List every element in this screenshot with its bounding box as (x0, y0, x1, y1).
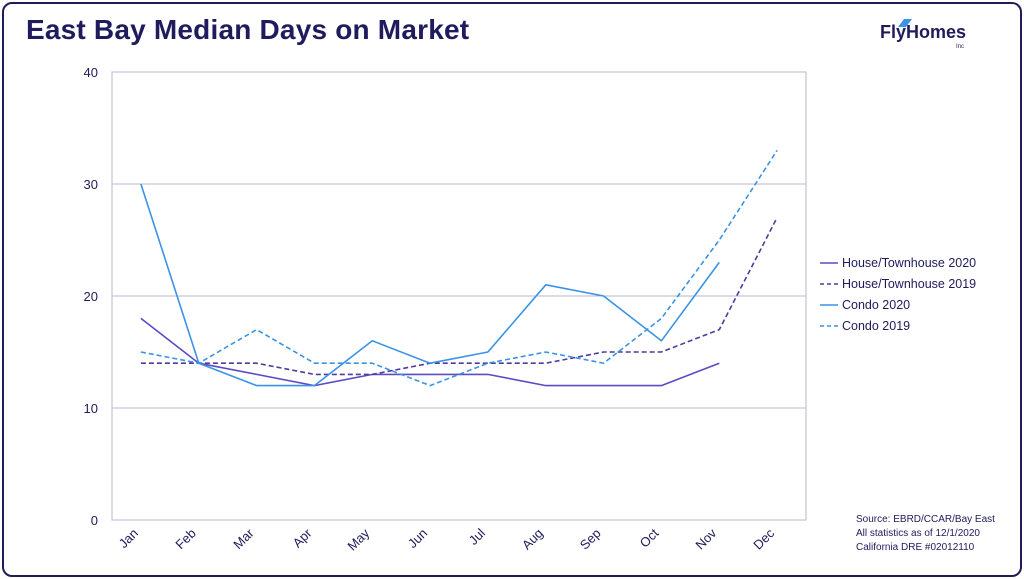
legend-swatch-condo-2019 (820, 324, 838, 327)
legend-item: House/Townhouse 2020 (820, 252, 976, 273)
page-title: East Bay Median Days on Market (26, 14, 470, 45)
source-note: Source: EBRD/CCAR/Bay East All statistic… (856, 513, 995, 555)
series-line-1 (140, 217, 778, 376)
legend-item: House/Townhouse 2019 (820, 273, 976, 294)
legend-swatch-house-2020 (820, 261, 838, 264)
chart-legend: House/Townhouse 2020 House/Townhouse 201… (820, 252, 976, 336)
source-line: Source: EBRD/CCAR/Bay East (856, 514, 995, 525)
x-tick-label: Dec (750, 525, 777, 552)
legend-label: House/Townhouse 2019 (842, 276, 977, 291)
legend-label: Condo 2020 (842, 297, 911, 312)
logo-sub: Inc (956, 44, 965, 50)
logo-flag-icon (898, 19, 912, 27)
x-tick-label: May (344, 525, 372, 553)
x-tick-label: Sep (577, 526, 604, 553)
source-line: California DRE #02012110 (856, 542, 975, 553)
series-line-3 (140, 149, 778, 387)
x-tick-label: Jun (405, 526, 430, 551)
x-tick-label: Aug (519, 526, 546, 553)
x-tick-label: Mar (230, 525, 257, 552)
y-tick-label: 20 (84, 289, 98, 304)
logo-text: FlyHomes (880, 22, 967, 42)
y-axis-ticks: 0 10 20 30 40 (84, 65, 98, 528)
y-tick-label: 30 (84, 177, 98, 192)
x-tick-label: Oct (637, 525, 662, 550)
legend-label: House/Townhouse 2020 (842, 255, 977, 270)
legend-swatch-condo-2020 (820, 303, 838, 306)
legend-label: Condo 2019 (842, 318, 911, 333)
series-line-2 (140, 183, 720, 387)
legend-item: Condo 2020 (820, 294, 976, 315)
y-tick-label: 40 (84, 65, 98, 80)
y-tick-label: 0 (91, 513, 98, 528)
series-line-0 (140, 317, 720, 387)
series-lines (140, 149, 778, 387)
chart-grid (111, 71, 807, 521)
legend-swatch-house-2019 (820, 282, 838, 285)
x-tick-label: Nov (692, 525, 719, 552)
x-tick-label: Feb (172, 526, 198, 552)
x-tick-label: Jul (466, 525, 488, 547)
y-tick-label: 10 (84, 401, 98, 416)
x-axis-ticks: Jan Feb Mar Apr May Jun Jul Aug Sep Oct Nov Dec (116, 525, 778, 553)
x-tick-label: Jan (116, 526, 141, 551)
x-tick-label: Apr (290, 525, 315, 550)
flyhomes-logo: FlyHomes Inc (880, 19, 967, 50)
source-line: All statistics as of 12/1/2020 (856, 528, 980, 539)
legend-item: Condo 2019 (820, 315, 976, 336)
